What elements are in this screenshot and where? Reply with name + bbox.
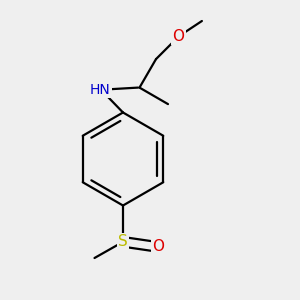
Text: S: S bbox=[118, 234, 128, 249]
Text: O: O bbox=[152, 238, 164, 253]
Text: O: O bbox=[172, 29, 184, 44]
Text: HN: HN bbox=[90, 83, 111, 97]
